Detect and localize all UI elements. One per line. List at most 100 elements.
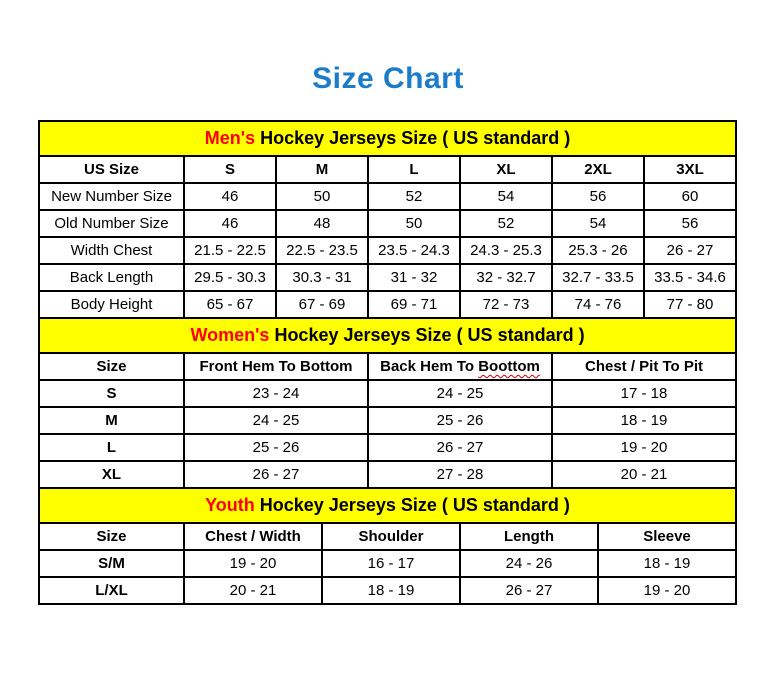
column-header: Front Hem To Bottom [183, 352, 369, 381]
table-cell: 74 - 76 [551, 290, 645, 319]
table-cell: 32 - 32.7 [459, 263, 553, 292]
table-cell: 25 - 26 [367, 406, 553, 435]
table-cell: 31 - 32 [367, 263, 461, 292]
column-header-text: Back Hem To [380, 358, 479, 375]
table-cell: 50 [275, 182, 369, 211]
column-header: US Size [38, 155, 185, 184]
table-cell: 18 - 19 [321, 576, 461, 605]
table-cell: 72 - 73 [459, 290, 553, 319]
table-cell: 22.5 - 23.5 [275, 236, 369, 265]
table-row: New Number Size 46 50 52 54 56 60 [38, 182, 738, 211]
column-header: Sleeve [597, 522, 737, 551]
table-cell: 33.5 - 34.6 [642, 263, 738, 292]
table-cell: 19 - 20 [183, 549, 323, 578]
page-title: Size Chart [312, 62, 464, 95]
womens-size-table: Women's Hockey Jerseys Size ( US standar… [37, 317, 738, 489]
column-header: M [275, 155, 369, 184]
column-header: L [367, 155, 461, 184]
row-label: Old Number Size [38, 209, 185, 238]
womens-header-row: Size Front Hem To Bottom Back Hem To Boo… [38, 352, 738, 381]
table-cell: 46 [183, 182, 277, 211]
table-cell: 24 - 26 [459, 549, 599, 578]
youth-banner-cell: Youth Hockey Jerseys Size ( US standard … [38, 487, 737, 524]
table-cell: 20 - 21 [550, 460, 738, 489]
table-cell: 26 - 27 [367, 433, 553, 462]
table-cell: 24 - 25 [183, 406, 369, 435]
table-cell: 26 - 27 [642, 236, 738, 265]
mens-table-banner: Men's Hockey Jerseys Size ( US standard … [37, 120, 738, 157]
row-label: L [38, 433, 185, 462]
table-cell: 26 - 27 [459, 576, 599, 605]
table-cell: 54 [459, 182, 553, 211]
row-label: Back Length [38, 263, 185, 292]
youth-header-row: Size Chest / Width Shoulder Length Sleev… [38, 522, 737, 551]
table-cell: 21.5 - 22.5 [183, 236, 277, 265]
column-header: XL [459, 155, 553, 184]
youth-banner-highlight: Youth [205, 495, 255, 515]
table-cell: 17 - 18 [550, 379, 738, 408]
womens-banner-cell: Women's Hockey Jerseys Size ( US standar… [37, 317, 738, 354]
table-cell: 26 - 27 [183, 460, 369, 489]
mens-banner-cell: Men's Hockey Jerseys Size ( US standard … [37, 120, 738, 157]
column-header: S [183, 155, 277, 184]
table-cell: 48 [275, 209, 369, 238]
youth-table-banner: Youth Hockey Jerseys Size ( US standard … [38, 487, 737, 524]
table-cell: 46 [183, 209, 277, 238]
table-cell: 69 - 71 [367, 290, 461, 319]
table-cell: 24 - 25 [367, 379, 553, 408]
table-cell: 20 - 21 [183, 576, 323, 605]
womens-banner-highlight: Women's [190, 325, 270, 345]
table-cell: 19 - 20 [597, 576, 737, 605]
table-cell: 65 - 67 [183, 290, 277, 319]
row-label: S [38, 379, 185, 408]
column-header: Chest / Width [183, 522, 323, 551]
row-label: S/M [38, 549, 185, 578]
table-cell: 25 - 26 [183, 433, 369, 462]
table-row: Body Height 65 - 67 67 - 69 69 - 71 72 -… [38, 290, 738, 319]
table-cell: 56 [642, 209, 738, 238]
youth-size-table: Youth Hockey Jerseys Size ( US standard … [38, 487, 737, 605]
table-row: M 24 - 25 25 - 26 18 - 19 [38, 406, 738, 435]
table-cell: 54 [551, 209, 645, 238]
table-cell: 52 [459, 209, 553, 238]
table-cell: 27 - 28 [367, 460, 553, 489]
row-label: New Number Size [38, 182, 185, 211]
table-row: XL 26 - 27 27 - 28 20 - 21 [38, 460, 738, 489]
table-cell: 19 - 20 [550, 433, 738, 462]
mens-header-row: US Size S M L XL 2XL 3XL [38, 155, 738, 184]
column-header: Size [38, 522, 185, 551]
table-cell: 23.5 - 24.3 [367, 236, 461, 265]
table-row: Width Chest 21.5 - 22.5 22.5 - 23.5 23.5… [38, 236, 738, 265]
mens-banner-text: Hockey Jerseys Size ( US standard ) [255, 128, 571, 148]
table-row: Old Number Size 46 48 50 52 54 56 [38, 209, 738, 238]
row-label: M [38, 406, 185, 435]
misspelled-word: Boottom [478, 358, 540, 375]
table-row: S 23 - 24 24 - 25 17 - 18 [38, 379, 738, 408]
table-row: Back Length 29.5 - 30.3 30.3 - 31 31 - 3… [38, 263, 738, 292]
row-label: Width Chest [38, 236, 185, 265]
table-cell: 60 [642, 182, 738, 211]
table-cell: 25.3 - 26 [551, 236, 645, 265]
table-cell: 18 - 19 [597, 549, 737, 578]
row-label: Body Height [38, 290, 185, 319]
column-header: 3XL [642, 155, 738, 184]
youth-banner-text: Hockey Jerseys Size ( US standard ) [254, 495, 570, 515]
table-row: L/XL 20 - 21 18 - 19 26 - 27 19 - 20 [38, 576, 737, 605]
column-header: Shoulder [321, 522, 461, 551]
column-header: Size [38, 352, 185, 381]
womens-table-banner: Women's Hockey Jerseys Size ( US standar… [37, 317, 738, 354]
table-cell: 29.5 - 30.3 [183, 263, 277, 292]
table-cell: 77 - 80 [642, 290, 738, 319]
table-cell: 67 - 69 [275, 290, 369, 319]
table-cell: 50 [367, 209, 461, 238]
table-cell: 32.7 - 33.5 [551, 263, 645, 292]
table-cell: 24.3 - 25.3 [459, 236, 553, 265]
row-label: XL [38, 460, 185, 489]
table-cell: 16 - 17 [321, 549, 461, 578]
table-cell: 23 - 24 [183, 379, 369, 408]
mens-size-table: Men's Hockey Jerseys Size ( US standard … [37, 120, 738, 319]
mens-banner-highlight: Men's [204, 128, 256, 148]
row-label: L/XL [38, 576, 185, 605]
table-row: L 25 - 26 26 - 27 19 - 20 [38, 433, 738, 462]
column-header: Chest / Pit To Pit [550, 352, 738, 381]
